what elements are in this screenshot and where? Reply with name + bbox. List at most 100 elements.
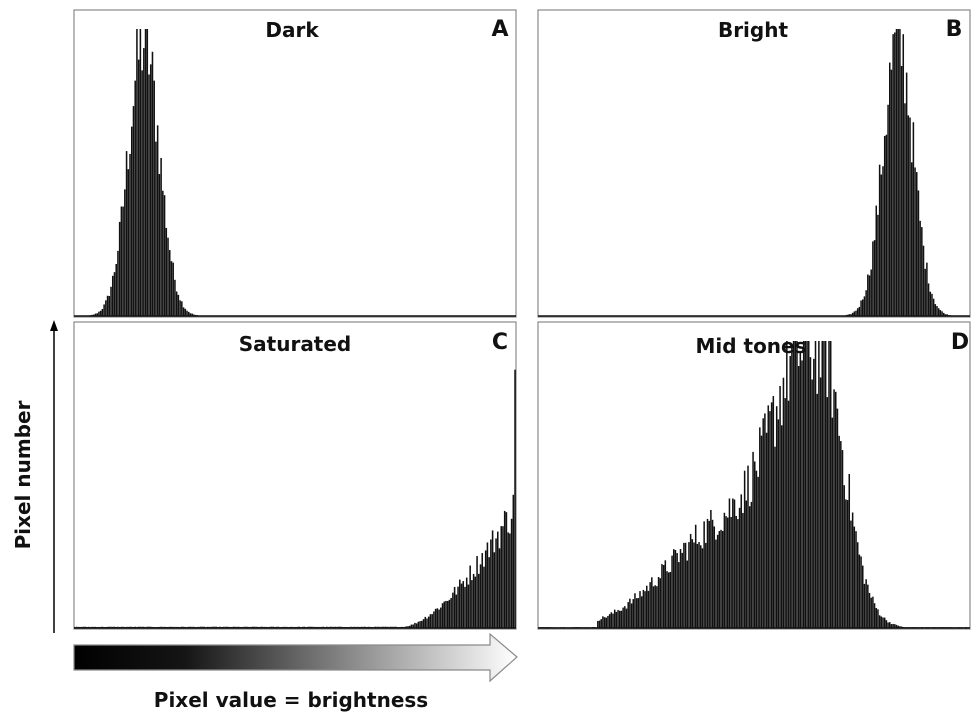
histogram-bar xyxy=(431,614,433,628)
histogram-bar xyxy=(497,531,499,628)
histogram-bar xyxy=(503,510,506,628)
histogram-bar xyxy=(924,268,926,316)
panel-c-bars xyxy=(74,369,516,628)
histogram-bar xyxy=(125,151,128,316)
histogram-bar xyxy=(427,616,430,628)
histogram-bar xyxy=(462,581,465,628)
histogram-bar xyxy=(630,603,633,628)
histogram-bar xyxy=(860,300,862,316)
histogram-bar xyxy=(662,565,665,628)
histogram-bar xyxy=(597,620,599,628)
histogram-bar xyxy=(835,391,837,628)
histogram-bar xyxy=(484,550,487,628)
histogram-bar xyxy=(491,530,494,628)
histogram-bar xyxy=(654,585,656,628)
histogram-bar xyxy=(890,69,893,316)
histogram-bar xyxy=(856,308,859,316)
histogram-bar xyxy=(160,157,162,316)
histogram-bar xyxy=(781,425,783,628)
histogram-bar xyxy=(748,506,751,628)
histogram-bar xyxy=(802,341,805,628)
histogram-bar xyxy=(469,565,471,628)
histogram-bar xyxy=(868,592,871,628)
histogram-bar xyxy=(656,586,658,628)
histogram-bar xyxy=(694,524,697,628)
histogram-bar xyxy=(927,283,930,316)
histogram-bar xyxy=(146,29,149,316)
histogram-bar xyxy=(887,622,889,628)
histogram-bar xyxy=(187,311,190,316)
panel-b-title: Bright xyxy=(718,18,789,42)
histogram-bar xyxy=(143,48,145,316)
histogram-bar xyxy=(873,240,876,316)
histogram-bar xyxy=(471,580,473,628)
y-axis-label: Pixel number xyxy=(11,400,35,549)
histogram-bar xyxy=(693,542,695,628)
histogram-bar xyxy=(103,304,105,316)
histogram-bar xyxy=(872,596,874,628)
histogram-bar xyxy=(814,341,817,628)
histogram-bar xyxy=(836,408,839,628)
histogram-bar xyxy=(856,542,859,628)
histogram-bar xyxy=(735,515,737,628)
histogram-bar xyxy=(189,313,192,316)
histogram-bar xyxy=(162,190,164,316)
histogram-bar xyxy=(426,618,428,628)
histogram-bar xyxy=(624,606,626,628)
histogram-bar xyxy=(455,594,458,628)
histogram-bar xyxy=(804,341,807,628)
histogram-bar xyxy=(111,275,114,316)
histogram-bar xyxy=(460,583,463,628)
histogram-bar xyxy=(754,461,756,628)
histogram-bar xyxy=(448,599,451,628)
histogram-bar xyxy=(872,241,874,316)
histogram-bar xyxy=(730,516,732,628)
histogram-bar xyxy=(673,549,675,628)
histogram-bar xyxy=(894,32,896,317)
histogram-bar xyxy=(163,195,166,316)
histogram-bar xyxy=(716,534,719,628)
histogram-bar xyxy=(885,134,888,316)
histogram-bar xyxy=(419,621,421,628)
histogram-bar xyxy=(819,377,822,628)
histogram-bar xyxy=(745,500,748,628)
y-axis-arrow xyxy=(50,320,58,633)
histogram-bar xyxy=(667,572,670,628)
histogram-bar xyxy=(175,291,178,316)
histogram-bar xyxy=(153,80,155,316)
panel-a-title: Dark xyxy=(265,18,319,42)
histogram-bar xyxy=(902,34,905,316)
histogram-bar xyxy=(155,141,157,316)
histogram-bar xyxy=(772,396,775,628)
histogram-bar xyxy=(598,620,601,628)
histogram-bar xyxy=(932,298,935,316)
histogram-bar xyxy=(172,262,174,316)
histogram-bar xyxy=(713,526,716,628)
histogram-bar xyxy=(786,341,788,628)
histogram-bar xyxy=(669,571,672,628)
histogram-bar xyxy=(130,126,133,316)
histogram-bar xyxy=(762,418,764,628)
histogram-bar xyxy=(441,603,444,628)
histogram-bar xyxy=(141,70,143,316)
histogram-bar xyxy=(824,341,827,628)
histogram-bar xyxy=(603,617,606,628)
histogram-bar xyxy=(770,402,773,628)
histogram-bar xyxy=(867,274,869,316)
histogram-bar xyxy=(755,470,758,628)
histogram-bar xyxy=(144,29,147,316)
histogram-bar xyxy=(445,600,447,628)
histogram-bar xyxy=(464,586,466,628)
histogram-bar xyxy=(483,566,485,628)
histogram-bar xyxy=(828,341,830,628)
histogram-bar xyxy=(826,397,829,628)
histogram-bar xyxy=(900,66,903,316)
histogram-bar xyxy=(855,310,857,316)
histogram-bar xyxy=(610,612,613,628)
histogram-bar xyxy=(118,221,121,316)
histogram-bar xyxy=(629,598,631,628)
histogram-bar xyxy=(821,341,824,628)
histogram-bar xyxy=(493,552,496,628)
histogram-bar xyxy=(718,531,721,628)
